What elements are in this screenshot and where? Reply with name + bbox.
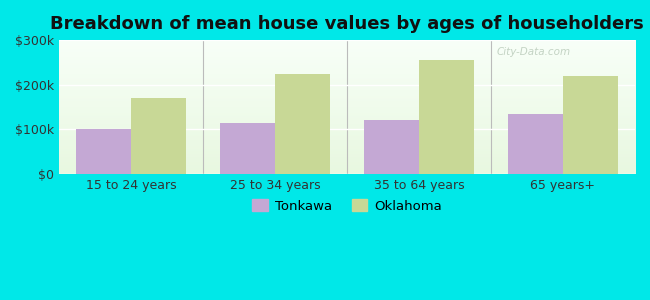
Bar	[220, 124, 275, 174]
Bar	[131, 98, 186, 174]
Text: City-Data.com: City-Data.com	[497, 47, 571, 57]
Bar	[76, 129, 131, 174]
Bar	[563, 76, 618, 174]
Title: Breakdown of mean house values by ages of householders: Breakdown of mean house values by ages o…	[50, 15, 644, 33]
Bar	[364, 120, 419, 174]
Legend: Tonkawa, Oklahoma: Tonkawa, Oklahoma	[247, 194, 447, 218]
Bar	[419, 60, 474, 174]
Bar	[275, 74, 330, 174]
Bar	[508, 114, 563, 174]
